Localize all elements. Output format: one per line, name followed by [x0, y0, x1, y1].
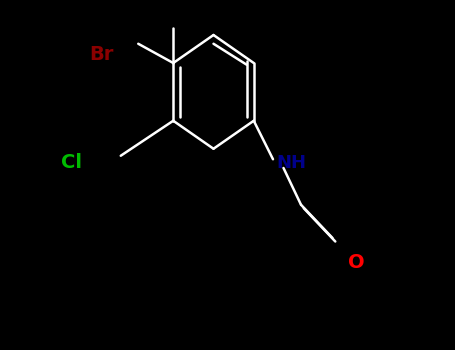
Text: NH: NH [277, 154, 307, 172]
Text: O: O [348, 253, 365, 272]
Text: Cl: Cl [61, 153, 82, 172]
Text: Br: Br [89, 45, 114, 64]
